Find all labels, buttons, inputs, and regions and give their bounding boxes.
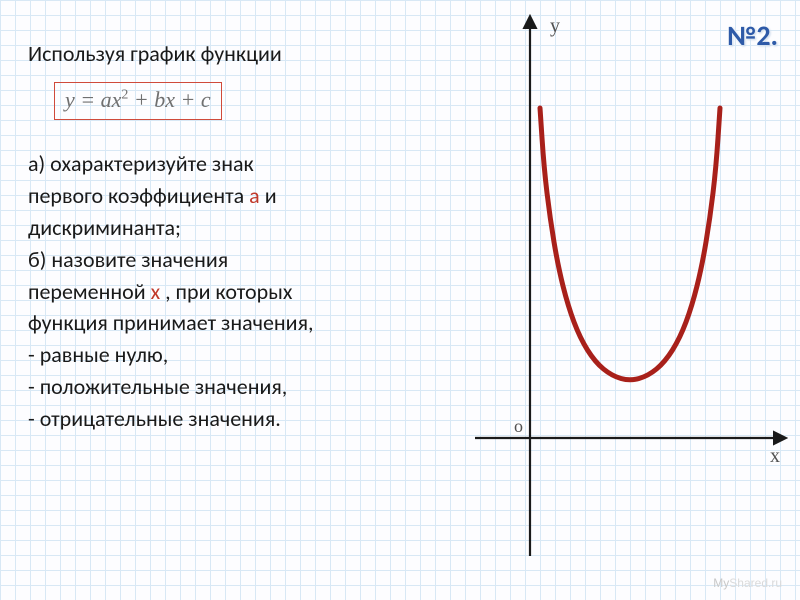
bullet-2: - положительные значения, bbox=[28, 371, 458, 403]
var-a: а bbox=[249, 182, 260, 209]
var-x: х bbox=[151, 278, 161, 305]
line-a2-pre: первого коэффициента bbox=[28, 182, 249, 209]
task-body: а) охарактеризуйте знак первого коэффици… bbox=[28, 148, 458, 435]
line-a1: а) охарактеризуйте знак bbox=[28, 148, 458, 180]
line-a3: дискриминанта; bbox=[28, 212, 458, 244]
x-axis-label: х bbox=[770, 445, 780, 467]
parabola-curve bbox=[540, 108, 720, 380]
slide-content: №2. Используя график функции y = ax2 + b… bbox=[0, 0, 800, 600]
line-b3: функция принимает значения, bbox=[28, 307, 458, 339]
formula-box: y = ax2 + bx + c bbox=[54, 82, 222, 120]
formula-text: y = ax2 + bx + c bbox=[65, 87, 211, 112]
line-b2-post: , при которых bbox=[160, 278, 292, 305]
y-axis-label: у bbox=[550, 15, 560, 37]
origin-label: о bbox=[514, 416, 523, 436]
parabola-chart: у х о bbox=[470, 8, 790, 568]
watermark: MyShared.ru bbox=[713, 576, 782, 590]
bullet-1: - равные нулю, bbox=[28, 339, 458, 371]
watermark-left: My bbox=[713, 576, 729, 590]
line-b2-pre: переменной bbox=[28, 278, 151, 305]
bullet-3: - отрицательные значения. bbox=[28, 403, 458, 435]
watermark-right: Shared.ru bbox=[729, 576, 782, 590]
line-a2: первого коэффициента а и bbox=[28, 180, 458, 212]
line-a2-post: и bbox=[260, 182, 277, 209]
intro-line: Используя график функции bbox=[28, 40, 282, 67]
line-b1: б) назовите значения bbox=[28, 244, 458, 276]
line-b2: переменной х , при которых bbox=[28, 276, 458, 308]
